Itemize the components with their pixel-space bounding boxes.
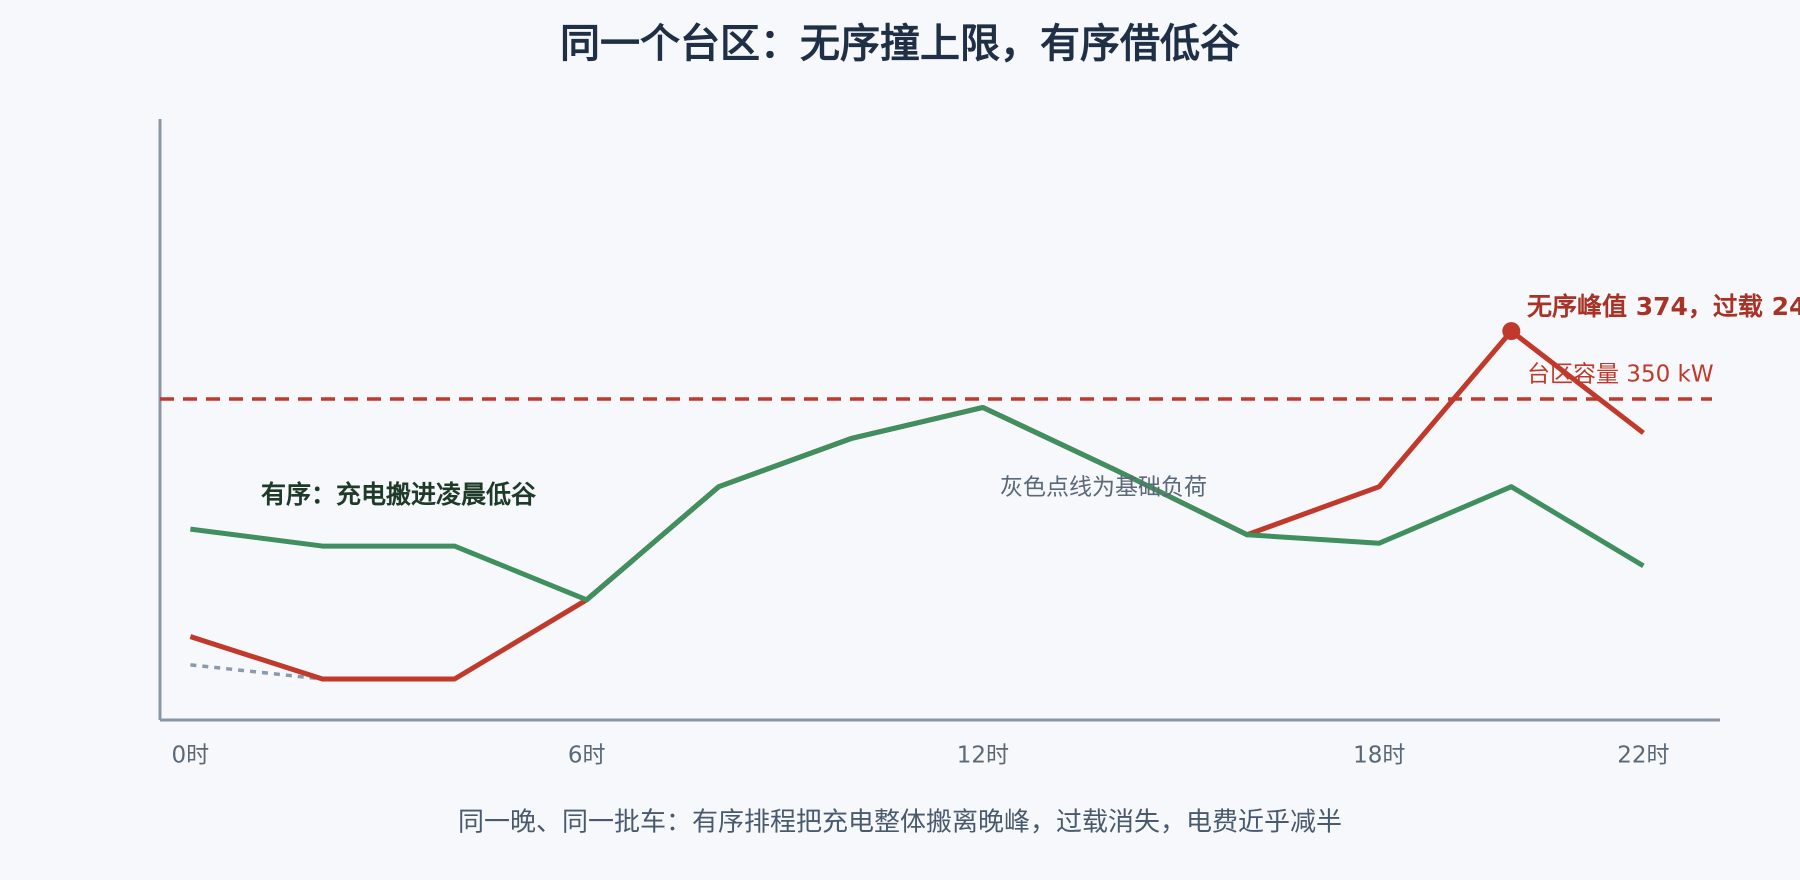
annotation: 无序峰值 374，过载 24 [1527, 292, 1800, 321]
x-tick-label: 18时 [1353, 743, 1405, 769]
annotation: 有序：充电搬进凌晨低谷 [261, 480, 537, 509]
x-tick-label: 6时 [568, 743, 606, 769]
annotation: 灰色点线为基础负荷 [1000, 475, 1207, 501]
footnote: 同一晚、同一批车：有序排程把充电整体搬离晚峰，过载消失，电费近乎减半 [458, 808, 1342, 838]
x-tick-label: 12时 [957, 743, 1009, 769]
series-line [190, 404, 1645, 603]
chart-title: 同一个台区：无序撞上限，有序借低谷 [560, 21, 1240, 67]
peak-marker [1502, 322, 1521, 341]
x-tick-label: 0时 [172, 743, 210, 769]
annotation: 台区容量 350 kW [1527, 362, 1714, 388]
x-tick-label: 22时 [1617, 743, 1669, 769]
